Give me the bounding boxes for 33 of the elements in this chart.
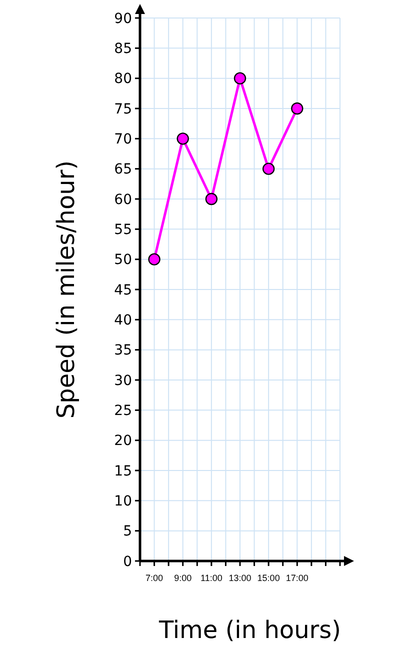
- y-tick-label: 40: [114, 312, 132, 329]
- x-tick-label: 15:00: [257, 573, 280, 583]
- x-tick-label: 17:00: [286, 573, 308, 583]
- x-tick-label: 9:00: [174, 573, 192, 583]
- y-tick-label: 25: [114, 403, 132, 420]
- x-axis-title: Time (in hours): [158, 616, 342, 644]
- y-tick-label: 55: [114, 222, 132, 238]
- y-tick-label: 45: [114, 282, 132, 298]
- y-tick-label: 60: [114, 192, 132, 208]
- point: [291, 102, 304, 115]
- point: [176, 132, 189, 145]
- y-tick-label: 0: [123, 554, 132, 570]
- x-tick-label: 11:00: [200, 573, 222, 583]
- x-tick-label: 13:00: [228, 573, 252, 583]
- y-tick-label: 20: [114, 433, 132, 450]
- y-tick-label: 50: [114, 252, 132, 268]
- y-tick-label: 90: [114, 10, 132, 27]
- point: [262, 162, 275, 175]
- y-tick-label: 80: [114, 71, 132, 88]
- y-tick-label: 35: [114, 342, 132, 359]
- y-tick-label: 5: [123, 524, 132, 540]
- point: [205, 192, 218, 206]
- y-tick-label: 85: [114, 41, 132, 58]
- point: [148, 253, 160, 266]
- y-tick-label: 15: [114, 463, 132, 480]
- x-tick-label: 7:00: [146, 573, 164, 583]
- y-axis-title: Speed (in miles/hour): [52, 160, 80, 419]
- y-tick-label: 70: [114, 132, 132, 148]
- y-tick-label: 75: [114, 101, 132, 118]
- y-tick-label: 10: [114, 494, 132, 510]
- point: [234, 72, 246, 84]
- y-tick-label: 65: [114, 162, 132, 178]
- y-tick-label: 30: [114, 372, 132, 389]
